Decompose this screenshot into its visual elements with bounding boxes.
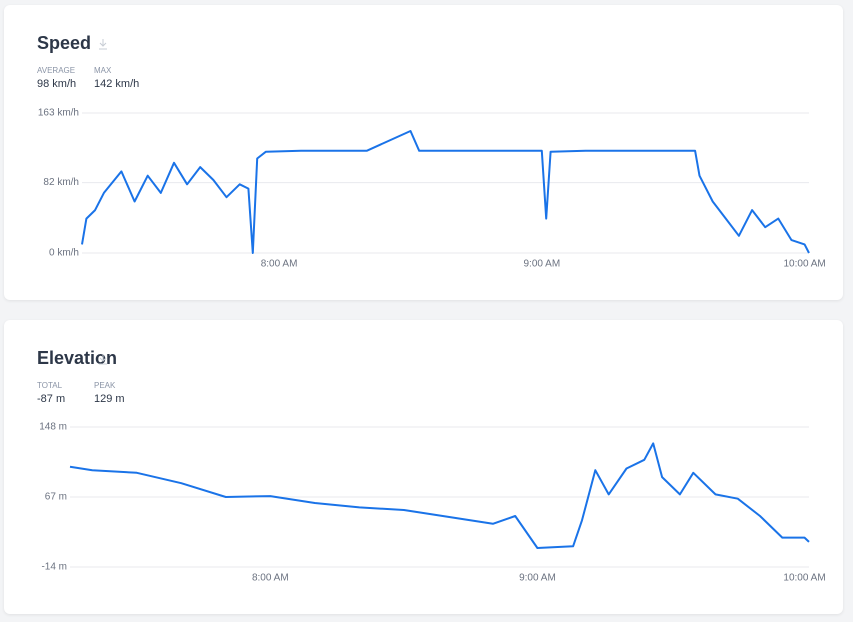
y-tick-label: 67 m (45, 492, 67, 503)
stat-label: AVERAGE (37, 66, 75, 75)
chart: Speed AVERAGE 98 km/h MAX 142 km/h 0 km/h 82 k… (37, 33, 826, 270)
y-tick-label: 148 m (39, 422, 67, 433)
stat-label: PEAK (94, 381, 116, 390)
x-tick-label: 9:00 AM (523, 259, 560, 270)
x-tick-label: 8:00 AM (252, 573, 289, 584)
stat-value: -87 m (37, 393, 65, 405)
chart-title: Speed (37, 33, 91, 53)
stat-label: MAX (94, 66, 112, 75)
stat-value: 129 m (94, 393, 125, 405)
x-tick-label: 9:00 AM (519, 573, 556, 584)
line-series (81, 130, 810, 254)
line-series (69, 442, 810, 549)
y-tick-label: 0 km/h (49, 248, 79, 259)
chart: Elevation TOTAL -87 m PEAK 129 m -14 m 67 m 148… (37, 348, 826, 584)
download-icon[interactable] (99, 39, 107, 50)
x-tick-label: 10:00 AM (783, 573, 825, 584)
speed-card: Speed AVERAGE 98 km/h MAX 142 km/h 0 km/h 82 k… (4, 5, 843, 300)
x-tick-label: 8:00 AM (261, 259, 298, 270)
elevation-card: Elevation TOTAL -87 m PEAK 129 m -14 m 67 m 148… (4, 320, 843, 614)
download-icon[interactable] (99, 354, 107, 365)
x-tick-label: 10:00 AM (783, 259, 825, 270)
chart-title: Elevation (37, 348, 117, 368)
stat-label: TOTAL (37, 381, 63, 390)
stat-value: 142 km/h (94, 78, 139, 90)
y-tick-label: -14 m (41, 562, 67, 573)
stat-value: 98 km/h (37, 78, 76, 90)
y-tick-label: 82 km/h (43, 177, 79, 188)
y-tick-label: 163 km/h (38, 108, 79, 119)
